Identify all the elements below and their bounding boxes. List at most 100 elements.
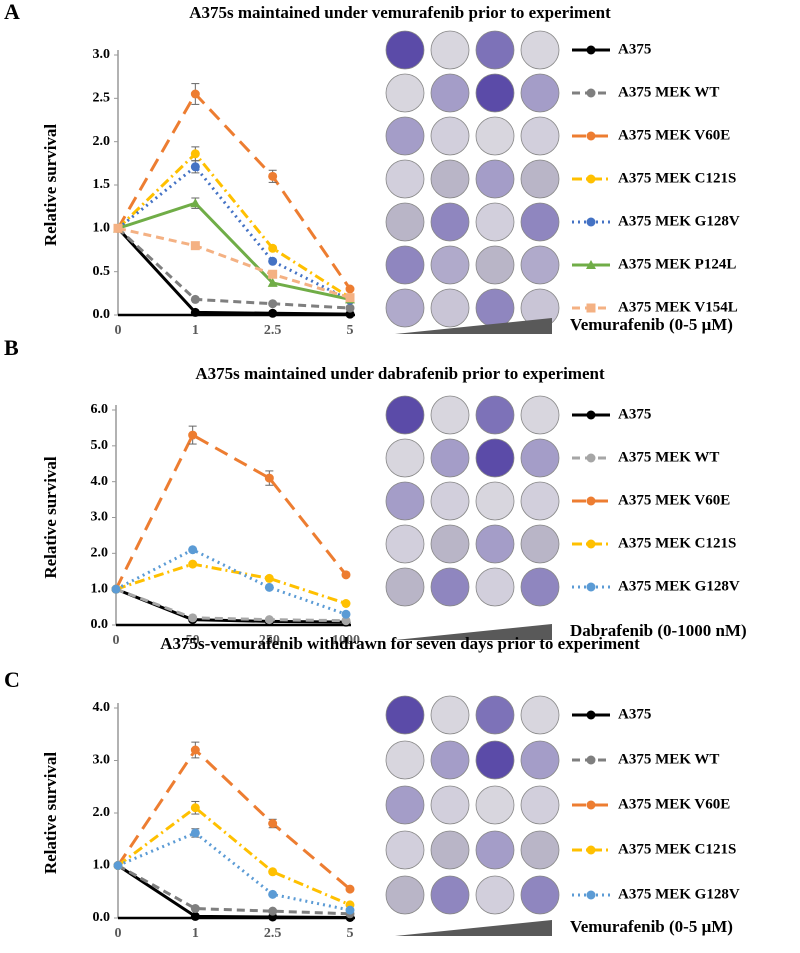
well-image [385, 785, 425, 825]
legend-label: A375 MEK P124L [618, 256, 736, 272]
y-tick-label: 2.0 [91, 546, 109, 561]
legend-label: A375 MEK V60E [618, 492, 730, 508]
well-image [475, 830, 515, 870]
legend-label: A375 MEK G128V [618, 213, 740, 229]
gradient-label: Dabrafenib (0-1000 nM) [570, 621, 747, 640]
well-image [475, 73, 515, 113]
marker [264, 573, 274, 583]
well-image [520, 30, 560, 70]
well-image [475, 116, 515, 156]
well-image [520, 481, 560, 521]
well-image [520, 438, 560, 478]
well-image [520, 73, 560, 113]
well-image [520, 695, 560, 735]
well-image [430, 524, 470, 564]
y-tick-label: 1.0 [93, 221, 111, 236]
marker [268, 819, 278, 828]
series-line [116, 227, 351, 310]
x-tick-label: 1 [192, 926, 199, 941]
legend-marker [586, 755, 596, 765]
y-tick-label: 0.0 [93, 910, 111, 925]
y-tick-label: 0.0 [91, 617, 109, 632]
legend-label: A375 [618, 41, 651, 57]
x-tick-label: 2.5 [264, 926, 282, 941]
well-image [520, 245, 560, 285]
x-tick-label: 2.5 [264, 323, 282, 338]
marker [190, 89, 200, 99]
well-image [430, 288, 470, 328]
marker [264, 473, 274, 483]
y-tick-label: 1.0 [93, 858, 111, 873]
series-line [117, 805, 351, 907]
y-axis-label: Relative survival [41, 124, 60, 247]
legend-marker [586, 845, 596, 855]
marker [190, 307, 200, 317]
well-image [430, 245, 470, 285]
x-tick-label: 0 [115, 926, 122, 941]
well-image [475, 481, 515, 521]
well-image [520, 159, 560, 199]
well-image [385, 830, 425, 870]
series-line [115, 587, 347, 623]
y-tick-label: 3.0 [93, 47, 111, 62]
y-tick-label: 0.0 [93, 307, 111, 322]
legend-label: A375 [618, 706, 651, 722]
well-image [385, 73, 425, 113]
marker [264, 615, 274, 625]
well-image [385, 524, 425, 564]
well-image [475, 288, 515, 328]
well-image [430, 30, 470, 70]
marker [113, 861, 123, 870]
legend-label: A375 MEK C121S [618, 841, 736, 857]
y-tick-label: 4.0 [93, 700, 111, 715]
series-line [114, 433, 348, 590]
marker [190, 149, 200, 159]
legend-marker [586, 800, 596, 810]
panel-letter: C [4, 667, 20, 692]
marker [190, 241, 200, 251]
well-image [475, 524, 515, 564]
well-image [475, 567, 515, 607]
legend-label: A375 [618, 406, 651, 422]
y-tick-label: 2.5 [93, 91, 111, 106]
marker [188, 613, 198, 623]
marker [345, 905, 355, 915]
marker [190, 745, 200, 755]
series-line [117, 226, 351, 300]
well-image [475, 30, 515, 70]
series-line [117, 864, 351, 919]
y-tick-label: 5.0 [91, 438, 109, 453]
well-image [430, 73, 470, 113]
x-tick-label: 250 [259, 633, 280, 648]
dose-gradient [395, 624, 552, 640]
well-image [475, 875, 515, 915]
legend-marker [586, 496, 596, 506]
marker [268, 867, 278, 877]
well-image [385, 740, 425, 780]
series-line [117, 831, 351, 912]
well-image [430, 159, 470, 199]
dose-gradient [395, 920, 552, 936]
series-line [116, 151, 351, 299]
well-image [475, 695, 515, 735]
marker [190, 911, 200, 921]
marker [341, 599, 351, 608]
marker [188, 545, 198, 555]
series-line [117, 201, 351, 301]
legend-label: A375 MEK WT [618, 449, 719, 465]
x-tick-label: 1 [192, 323, 199, 338]
y-tick-label: 3.0 [91, 510, 109, 525]
marker [190, 198, 201, 208]
well-image [520, 116, 560, 156]
y-tick-label: 4.0 [91, 474, 109, 489]
gradient-label: Vemurafenib (0-5 μM) [570, 917, 733, 936]
well-image [475, 740, 515, 780]
well-image [475, 202, 515, 242]
legend-label: A375 MEK G128V [618, 886, 740, 902]
legend-marker [586, 410, 596, 420]
marker [268, 308, 278, 318]
legend-label: A375 MEK G128V [618, 578, 740, 594]
marker [264, 582, 274, 592]
marker [268, 243, 278, 253]
well-image [430, 830, 470, 870]
